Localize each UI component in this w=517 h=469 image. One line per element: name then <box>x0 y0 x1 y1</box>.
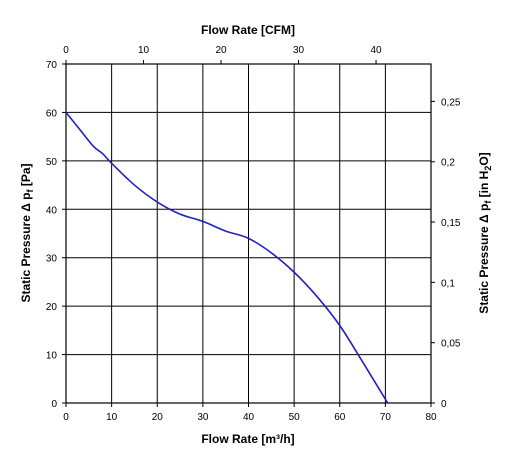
right-y-tick-labels: 0 0,05 0,1 0,15 0,2 0,25 <box>431 97 461 410</box>
top-x-tick-label: 10 <box>138 45 150 56</box>
y-tick-label: 10 <box>46 351 58 362</box>
right-y-tick-label: 0,2 <box>441 158 455 169</box>
x-tick-labels: 0 10 20 30 40 50 60 70 80 <box>63 403 437 423</box>
top-x-tick-label: 0 <box>63 45 69 56</box>
series-layer <box>65 111 389 404</box>
y-tick-label: 20 <box>46 302 58 313</box>
x-tick-label: 50 <box>289 412 301 423</box>
x-tick-label: 20 <box>152 412 164 423</box>
y-tick-label: 30 <box>46 254 58 265</box>
top-x-tick-label: 20 <box>215 45 227 56</box>
x-tick-label: 70 <box>380 412 392 423</box>
x-tick-label: 40 <box>243 412 255 423</box>
top-x-tick-label: 30 <box>293 45 305 56</box>
top-x-tick-label: 40 <box>370 45 382 56</box>
top-x-tick-labels: 0 10 20 30 40 <box>63 45 382 64</box>
right-y-tick-label: 0,25 <box>441 97 461 108</box>
x-tick-label: 10 <box>106 412 118 423</box>
right-y-tick-label: 0,05 <box>441 339 461 350</box>
y-tick-label: 40 <box>46 205 58 216</box>
y-tick-labels: 0 10 20 30 40 50 60 70 <box>46 60 66 410</box>
x-tick-label: 80 <box>425 412 437 423</box>
y-tick-label: 70 <box>46 60 58 71</box>
x-axis-title: Flow Rate [m³/h] <box>201 432 294 446</box>
right-y-tick-label: 0,15 <box>441 218 461 229</box>
grid <box>66 64 431 403</box>
right-y-axis-title: Static Pressure Δ pf [in H2O] <box>477 152 493 313</box>
x-tick-label: 0 <box>63 412 69 423</box>
right-y-tick-label: 0 <box>441 399 447 410</box>
x-tick-label: 30 <box>197 412 209 423</box>
pressure-curve <box>65 111 389 404</box>
y-axis-title: Static Pressure Δ pf [Pa] <box>19 163 35 302</box>
right-y-tick-label: 0,1 <box>441 278 455 289</box>
y-tick-label: 50 <box>46 157 58 168</box>
y-tick-label: 60 <box>46 108 58 119</box>
top-x-axis-title: Flow Rate [CFM] <box>201 23 295 37</box>
x-tick-label: 60 <box>334 412 346 423</box>
y-tick-label: 0 <box>51 399 57 410</box>
